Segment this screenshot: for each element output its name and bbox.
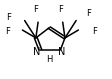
Text: H: H — [46, 55, 52, 64]
Text: F: F — [33, 5, 38, 14]
Text: F: F — [58, 5, 63, 14]
Text: F: F — [5, 27, 10, 36]
Text: N: N — [33, 47, 40, 57]
Text: F: F — [86, 9, 91, 18]
Text: F: F — [92, 27, 97, 36]
Text: F: F — [6, 13, 11, 22]
Text: N: N — [58, 47, 66, 57]
